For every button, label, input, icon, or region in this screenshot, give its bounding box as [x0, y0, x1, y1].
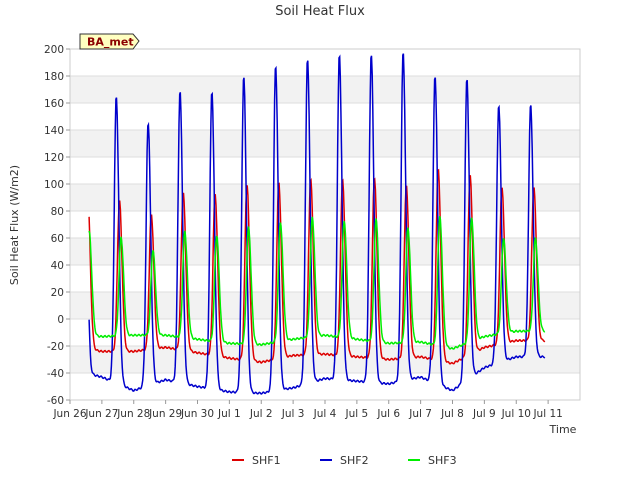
- y-axis-label: Soil Heat Flux (W/m2): [8, 165, 21, 285]
- chart-title: Soil Heat Flux: [275, 4, 365, 19]
- x-tick-label: Jul 1: [217, 408, 241, 420]
- y-tick-label: 20: [51, 287, 64, 299]
- y-tick-label: 40: [51, 260, 64, 272]
- x-tick-label: Jul 5: [345, 408, 369, 420]
- legend-label-shf2: SHF2: [340, 454, 369, 467]
- plot-band: [70, 184, 580, 211]
- y-tick-label: 0: [57, 314, 64, 326]
- legend: SHF1 SHF2 SHF3: [232, 454, 457, 467]
- series-layer: [88, 53, 546, 395]
- y-tick-label: 160: [44, 98, 64, 110]
- x-tick-label: Jul 11: [532, 408, 562, 420]
- x-tick-label: Jul 9: [472, 408, 496, 420]
- x-tick-label: Jun 26: [52, 408, 86, 420]
- x-tick-label: Jul 8: [440, 408, 464, 420]
- y-tick-label: -20: [47, 341, 64, 353]
- x-tick-label: Jun 29: [148, 408, 182, 420]
- x-tick-label: Jul 10: [501, 408, 531, 420]
- y-tick-label: 200: [44, 44, 64, 56]
- x-tick-label: Jun 28: [116, 408, 150, 420]
- y-tick-label: 120: [44, 152, 64, 164]
- x-tick-label: Jul 6: [376, 408, 400, 420]
- y-tick-label: 180: [44, 71, 64, 83]
- x-tick-label: Jul 2: [249, 408, 273, 420]
- y-tick-label: 100: [44, 179, 64, 191]
- legend-label-shf1: SHF1: [252, 454, 281, 467]
- x-tick-label: Jun 27: [84, 408, 118, 420]
- x-tick-label: Jul 4: [313, 408, 337, 420]
- plot-band: [70, 130, 580, 157]
- station-badge: BA_met: [79, 33, 140, 50]
- x-tick-label: Jul 3: [281, 408, 305, 420]
- x-axis-label: Time: [549, 423, 577, 436]
- y-tick-label: 140: [44, 125, 64, 137]
- station-label: BA_met: [87, 36, 134, 49]
- y-tick-label: 80: [51, 206, 64, 218]
- y-tick-label: 60: [51, 233, 64, 245]
- x-tick-label: Jun 30: [180, 408, 214, 420]
- series-line-shf3: [88, 216, 546, 350]
- plot-band: [70, 76, 580, 103]
- plot-band: [70, 346, 580, 373]
- y-tick-label: -60: [47, 395, 64, 407]
- x-tick-label: Jul 7: [408, 408, 432, 420]
- y-axis-ticks: -60 -40 -20 0 20 40 60 80 100 120 140 160 180 200: [44, 44, 70, 407]
- legend-label-shf3: SHF3: [428, 454, 457, 467]
- series-line-shf2: [88, 53, 546, 395]
- y-tick-label: -40: [47, 368, 64, 380]
